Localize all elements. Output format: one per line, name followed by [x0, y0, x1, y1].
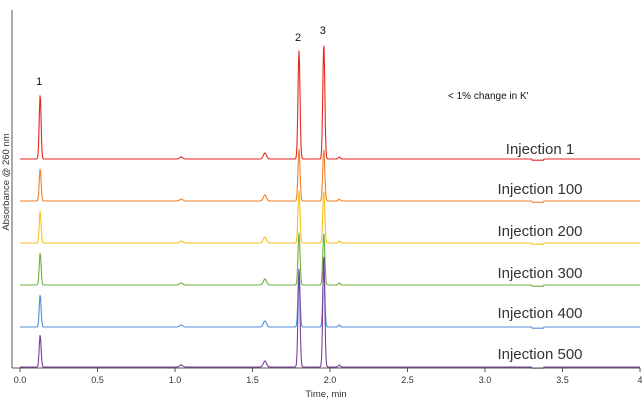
x-tick-label: 1.0 [169, 375, 182, 385]
x-tick-label: 3.0 [479, 375, 492, 385]
series-label: Injection 400 [497, 305, 582, 322]
peak-label: 2 [295, 32, 301, 44]
x-tick-label: 4 [637, 375, 642, 385]
x-tick-label: 2.0 [324, 375, 337, 385]
x-tick-label: 0.0 [14, 375, 27, 385]
peak-label: 3 [320, 25, 326, 37]
x-tick-label: 0.5 [91, 375, 104, 385]
x-tick-label: 2.5 [401, 375, 414, 385]
series-label: Injection 200 [497, 223, 582, 240]
peak-label: 1 [36, 76, 42, 88]
x-axis-title: Time, min [305, 389, 346, 400]
series-line-injection-400 [19, 270, 641, 329]
peak-labels: 1 2 3 [36, 25, 326, 88]
x-tick-label: 3.5 [556, 375, 569, 385]
series-labels: Injection 1 Injection 100 Injection 200 Inj… [497, 141, 582, 363]
x-tick-label: 1.5 [246, 375, 259, 385]
series-line-injection-200 [19, 190, 641, 245]
y-axis-title: Absorbance @ 260 nm [1, 133, 12, 230]
annotation-text: < 1% change in K' [448, 91, 529, 102]
x-axis-ticks: 0.0 0.5 1.0 1.5 2.0 2.5 3.0 3.5 4 [14, 368, 642, 385]
series-line-injection-300 [19, 232, 641, 287]
series-line-injection-100 [19, 148, 641, 203]
series-line-injection-1 [19, 45, 641, 161]
series-label: Injection 1 [506, 141, 574, 158]
series-layer [19, 45, 641, 369]
series-label: Injection 500 [497, 346, 582, 363]
series-label: Injection 300 [497, 265, 582, 282]
series-label: Injection 100 [497, 181, 582, 198]
